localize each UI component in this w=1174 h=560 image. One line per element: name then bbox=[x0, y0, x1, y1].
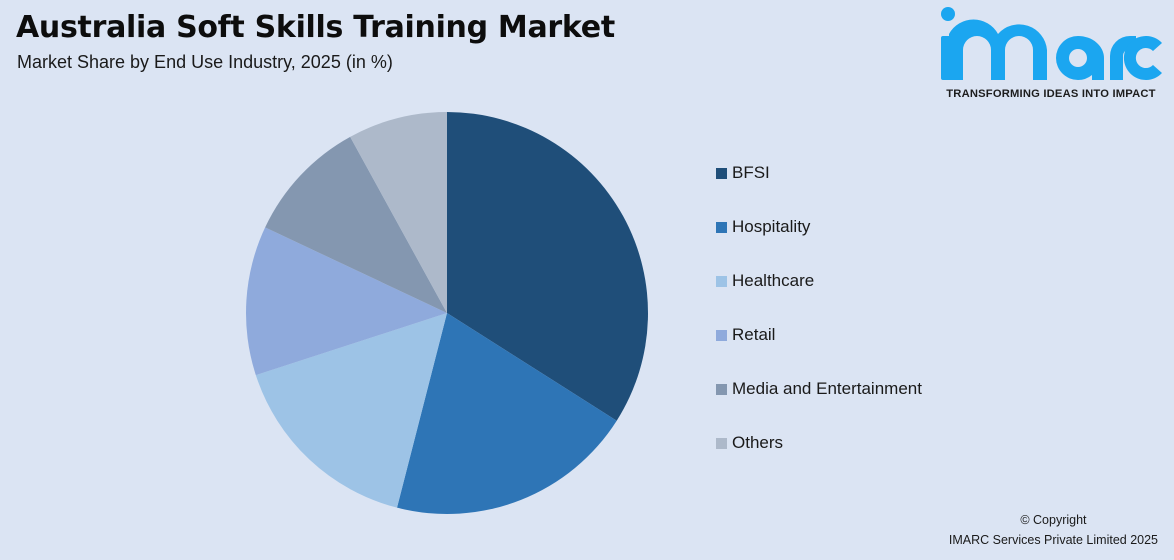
pie-slice-media-and-entertainment bbox=[265, 136, 447, 313]
legend-item-others: Others bbox=[716, 432, 922, 454]
copyright-line-1: © Copyright bbox=[1020, 513, 1087, 527]
chart-legend: BFSI Hospitality Healthcare Retail Media… bbox=[716, 162, 922, 486]
legend-label: Hospitality bbox=[732, 217, 811, 236]
pie-slice-healthcare bbox=[255, 313, 447, 508]
pie-chart bbox=[245, 111, 649, 515]
legend-label: Others bbox=[732, 433, 784, 452]
imarc-wordmark-icon bbox=[941, 7, 1162, 81]
legend-label: Healthcare bbox=[732, 271, 815, 290]
legend-swatch-icon bbox=[716, 329, 727, 341]
pie-slice-bfsi bbox=[447, 112, 648, 421]
legend-label: Retail bbox=[732, 325, 776, 344]
chart-subtitle: Market Share by End Use Industry, 2025 (… bbox=[17, 52, 393, 72]
copyright-line-2: IMARC Services Private Limited 2025 bbox=[948, 533, 1158, 547]
logo-tagline: TRANSFORMING IDEAS INTO IMPACT bbox=[946, 88, 1156, 100]
legend-label: Media and Entertainment bbox=[732, 379, 922, 398]
pie-slice-retail bbox=[245, 227, 447, 376]
imarc-logo: TRANSFORMING IDEAS INTO IMPACT bbox=[938, 6, 1164, 104]
legend-swatch-icon bbox=[716, 383, 727, 395]
legend-label: BFSI bbox=[732, 163, 770, 182]
pie-slice-hospitality bbox=[397, 313, 617, 514]
legend-item-media-and-entertainment: Media and Entertainment bbox=[716, 378, 922, 400]
pie-slice-others bbox=[350, 112, 447, 313]
legend-swatch-icon bbox=[716, 167, 727, 179]
legend-swatch-icon bbox=[716, 221, 727, 233]
legend-swatch-icon bbox=[716, 437, 727, 449]
legend-item-healthcare: Healthcare bbox=[716, 270, 922, 292]
legend-item-hospitality: Hospitality bbox=[716, 216, 922, 238]
legend-item-retail: Retail bbox=[716, 324, 922, 346]
copyright-notice: © Copyright IMARC Services Private Limit… bbox=[949, 510, 1158, 550]
pie-chart-svg bbox=[245, 112, 648, 514]
chart-title: Australia Soft Skills Training Market bbox=[16, 10, 615, 45]
legend-swatch-icon bbox=[716, 275, 727, 287]
legend-item-bfsi: BFSI bbox=[716, 162, 922, 184]
